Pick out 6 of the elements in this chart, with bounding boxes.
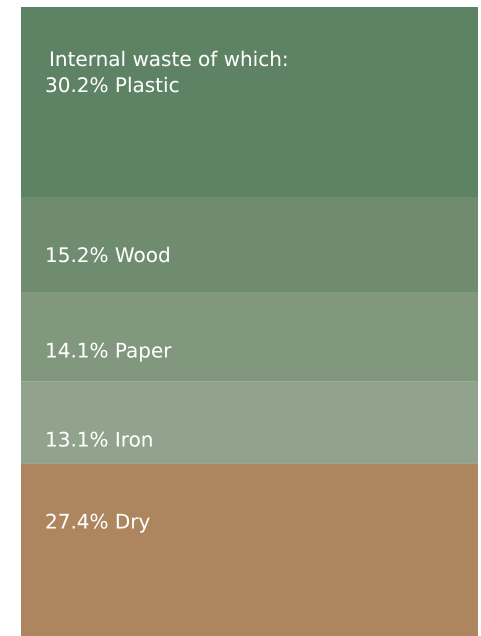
data-label: 13.1% Iron — [45, 427, 154, 452]
text: Internal waste of which: — [49, 47, 289, 71]
data-label: 14.1% Paper — [45, 338, 172, 363]
data-label: 27.4% Dry — [45, 510, 151, 534]
data-label: 15.2% Wood — [45, 242, 171, 267]
data-label: 30.2% Plastic — [45, 73, 180, 97]
